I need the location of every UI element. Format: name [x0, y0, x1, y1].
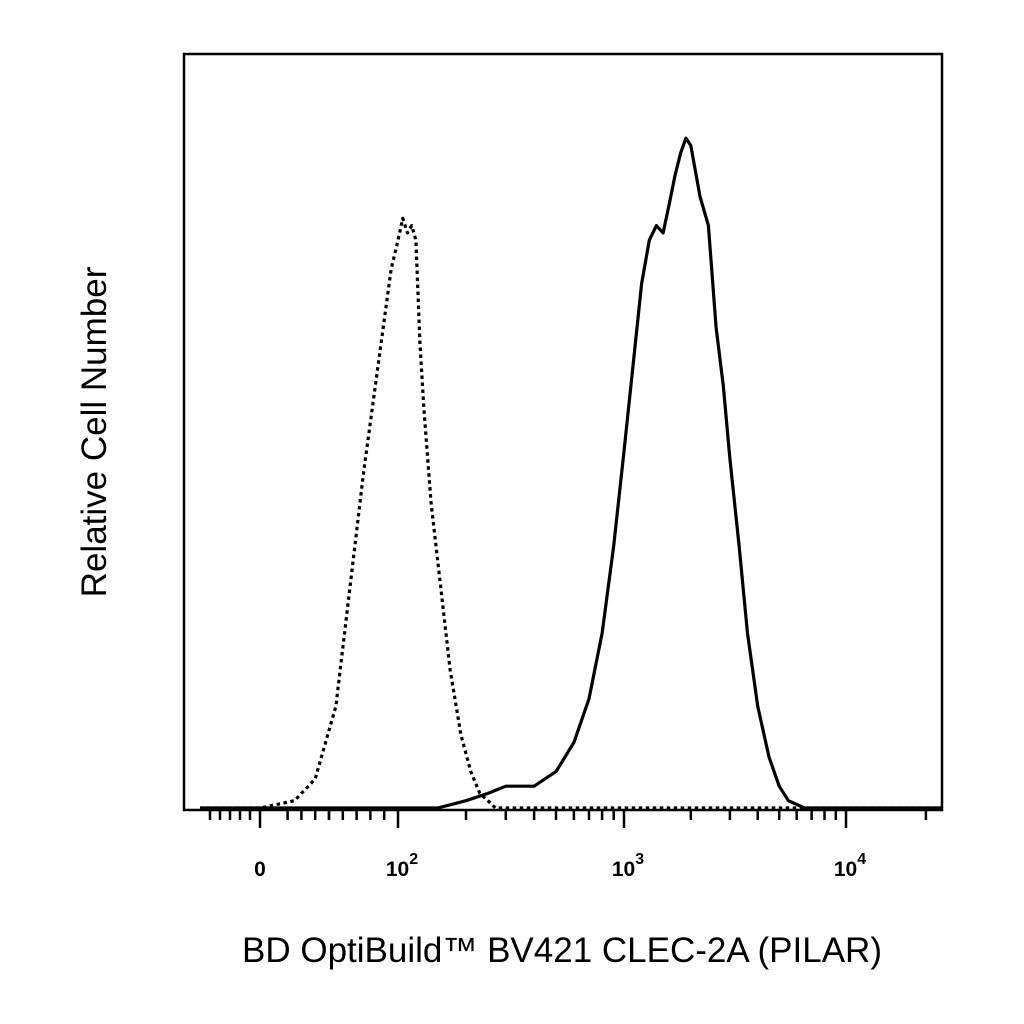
x-tick-label: 103 [612, 851, 644, 881]
x-axis-title: BD OptiBuild™ BV421 CLEC-2A (PILAR) [242, 931, 882, 970]
series-layer [200, 136, 942, 810]
stained-histogram-line [200, 136, 942, 810]
x-axis-tick-labels: 0 102 103 104 [254, 851, 866, 881]
x-tick-label: 104 [834, 851, 866, 881]
x-tick-label: 102 [386, 851, 418, 881]
control-histogram-line [200, 216, 942, 810]
x-tick-label: 0 [254, 858, 266, 881]
y-axis-title: Relative Cell Number [75, 266, 114, 597]
plot-frame [182, 52, 944, 812]
x-axis-ticks [208, 810, 928, 828]
